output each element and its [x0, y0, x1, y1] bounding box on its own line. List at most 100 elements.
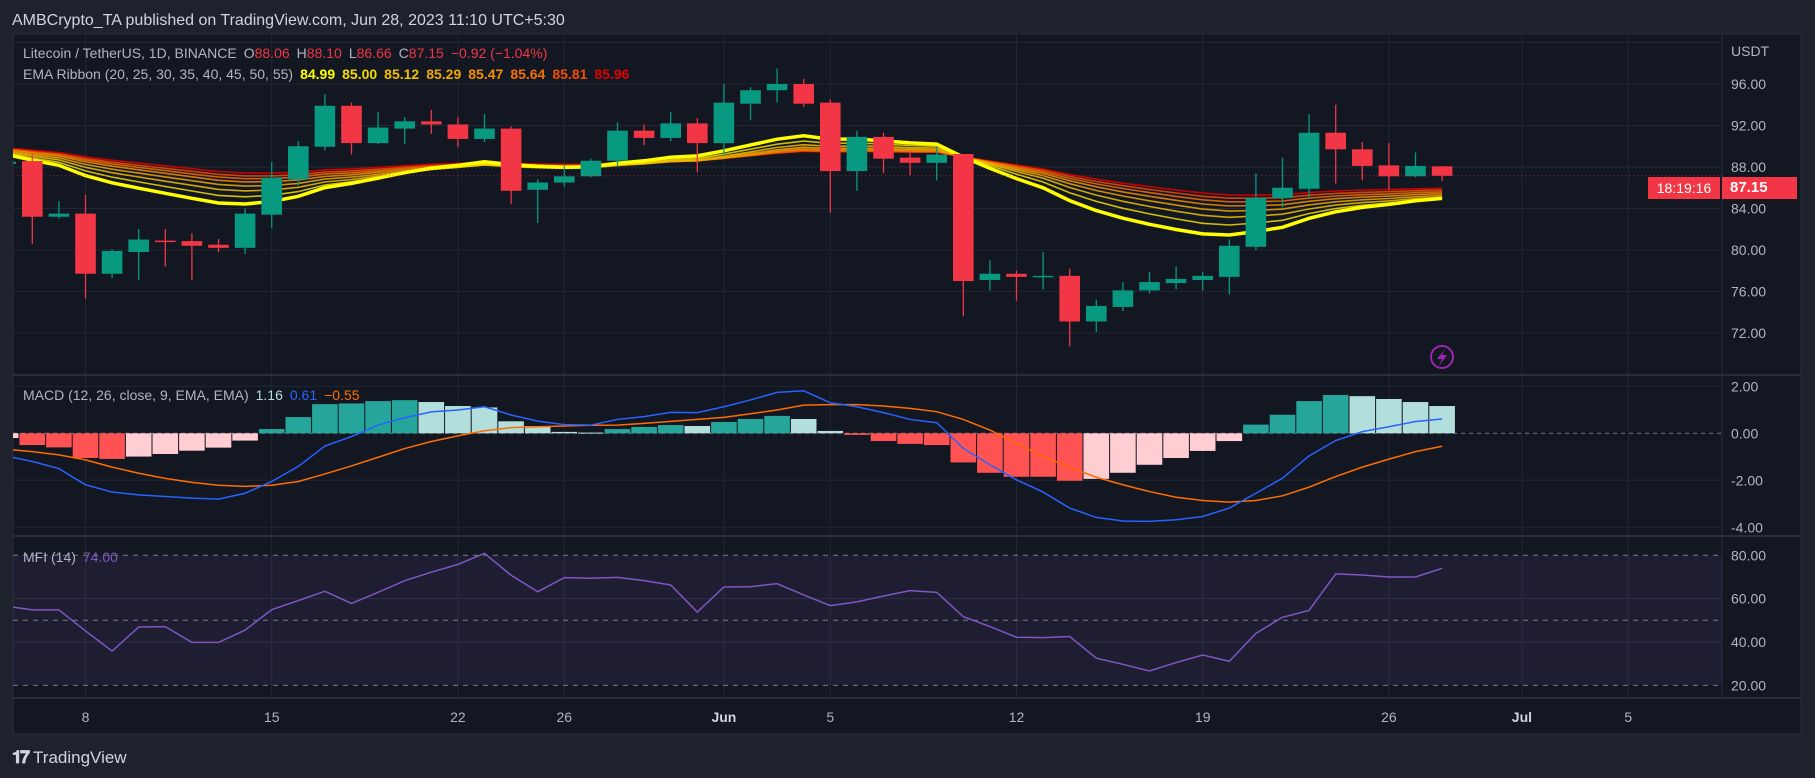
- time-tick-label: 15: [264, 709, 280, 725]
- mfi-label[interactable]: MFI (14): [23, 549, 76, 565]
- candle[interactable]: [1032, 251, 1054, 290]
- candle[interactable]: [1245, 173, 1267, 250]
- macd-histogram-bar: [631, 426, 657, 434]
- macd-tick-label: 2.00: [1731, 378, 1758, 394]
- candle[interactable]: [394, 117, 415, 145]
- candle[interactable]: [155, 229, 176, 267]
- candle[interactable]: [740, 87, 761, 121]
- time-tick-label: 22: [450, 709, 466, 725]
- candle[interactable]: [1112, 282, 1134, 312]
- candle[interactable]: [500, 126, 522, 205]
- candle-body: [1139, 282, 1160, 291]
- candle[interactable]: [1165, 266, 1187, 290]
- candle-body: [1006, 273, 1027, 277]
- candle[interactable]: [48, 201, 70, 219]
- candle[interactable]: [1298, 114, 1320, 198]
- candle[interactable]: [341, 102, 362, 155]
- candle-body: [660, 123, 681, 138]
- candle-body: [367, 127, 389, 144]
- high-value: 88.10: [306, 45, 342, 61]
- macd-histogram-bar: [1296, 401, 1322, 434]
- macd-histogram-bar: [657, 425, 684, 434]
- candle[interactable]: [660, 111, 681, 142]
- candle[interactable]: [1086, 299, 1107, 332]
- candle[interactable]: [1378, 143, 1400, 190]
- macd-histogram-bar: [551, 431, 578, 434]
- lightning-icon[interactable]: [1430, 345, 1454, 369]
- candle-body: [261, 177, 282, 215]
- candle-body: [1112, 290, 1134, 307]
- macd-label[interactable]: MACD (12, 26, close, 9, EMA, EMA): [23, 387, 249, 403]
- candle-body: [713, 102, 735, 144]
- symbol-name[interactable]: Litecoin / TetherUS, 1D, BINANCE: [23, 45, 237, 61]
- candle[interactable]: [1059, 268, 1080, 347]
- candle[interactable]: [1219, 239, 1240, 295]
- lightning-circle: [1430, 345, 1454, 369]
- candle[interactable]: [554, 165, 575, 187]
- candle[interactable]: [1431, 165, 1453, 181]
- candle-body: [75, 213, 96, 274]
- candle-body: [1431, 166, 1453, 176]
- macd-histogram-bar: [232, 433, 258, 441]
- macd-histogram-bar: [711, 422, 737, 434]
- macd-histogram-bar: [737, 418, 764, 434]
- price-axis-unit: USDT: [1731, 43, 1770, 59]
- candle[interactable]: [607, 122, 628, 166]
- macd-signal-line: [13, 403, 1443, 503]
- candle[interactable]: [367, 111, 389, 145]
- macd-histogram-bar: [1216, 433, 1243, 442]
- candle[interactable]: [527, 179, 548, 223]
- candle[interactable]: [261, 161, 282, 229]
- price-tick-label: 92.00: [1731, 117, 1766, 133]
- candle[interactable]: [793, 78, 814, 107]
- candle[interactable]: [873, 132, 894, 174]
- candle[interactable]: [1272, 157, 1293, 208]
- candle[interactable]: [181, 233, 203, 280]
- candle[interactable]: [208, 239, 229, 252]
- candle[interactable]: [820, 99, 841, 213]
- candle[interactable]: [1405, 152, 1426, 178]
- ema-35-line: [13, 146, 1443, 212]
- footer-brand[interactable]: 𝟏𝟕 TradingView: [12, 747, 127, 768]
- candle-body: [288, 146, 309, 180]
- macd-histogram-bar: [391, 400, 418, 434]
- candle[interactable]: [101, 249, 123, 278]
- candle[interactable]: [421, 109, 442, 134]
- candle[interactable]: [713, 84, 735, 155]
- candle[interactable]: [1352, 142, 1373, 181]
- candle[interactable]: [128, 229, 149, 280]
- candle[interactable]: [687, 118, 708, 173]
- candle[interactable]: [0, 161, 17, 166]
- candle[interactable]: [1325, 104, 1346, 184]
- candle-body: [793, 84, 814, 104]
- candle[interactable]: [846, 130, 868, 191]
- candle[interactable]: [580, 158, 602, 178]
- candle[interactable]: [288, 141, 309, 186]
- candle[interactable]: [633, 124, 655, 146]
- candle[interactable]: [447, 117, 469, 148]
- candle[interactable]: [766, 68, 788, 103]
- candle-body: [234, 213, 256, 248]
- candle[interactable]: [926, 146, 947, 181]
- candle[interactable]: [1192, 271, 1213, 291]
- macd-histogram-bar: [1056, 433, 1083, 481]
- ema-ribbon-label[interactable]: EMA Ribbon (20, 25, 30, 35, 40, 45, 50, …: [23, 66, 294, 82]
- candle[interactable]: [899, 150, 921, 176]
- candle[interactable]: [1006, 270, 1027, 301]
- candle[interactable]: [314, 94, 336, 151]
- time-tick-label: 26: [557, 709, 573, 725]
- time-tick-label: Jun: [711, 709, 736, 725]
- candle[interactable]: [22, 153, 43, 244]
- price-tick-label: 96.00: [1731, 76, 1766, 92]
- candle[interactable]: [234, 208, 256, 255]
- ema-40-value: 85.47: [468, 66, 504, 82]
- close-label: C: [398, 45, 409, 61]
- candle[interactable]: [953, 153, 974, 317]
- candle-body: [1298, 132, 1320, 189]
- candle[interactable]: [474, 114, 495, 143]
- candle[interactable]: [75, 194, 96, 299]
- candle[interactable]: [979, 260, 1001, 291]
- candle-body: [1325, 132, 1346, 150]
- candle[interactable]: [1139, 271, 1160, 294]
